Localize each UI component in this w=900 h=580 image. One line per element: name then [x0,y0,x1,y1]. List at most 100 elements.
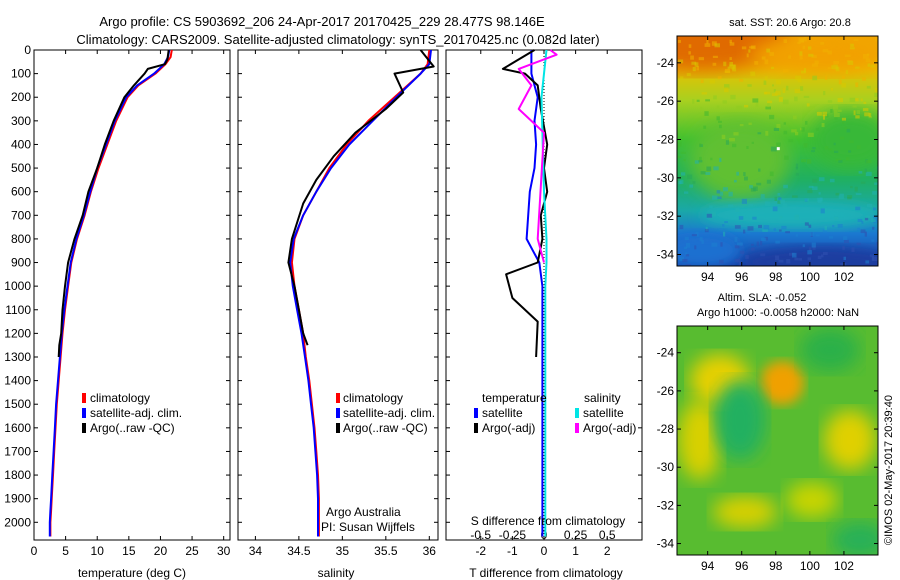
sst-speckle [839,136,845,140]
sst-speckle [783,184,788,189]
sst-speckle [782,203,788,208]
credit-text: ©IMOS 02-May-2017 20:39:40 [883,395,895,545]
sst-speckle [774,196,777,201]
sst-speckle [692,99,695,104]
sst-speckle [719,157,722,162]
sst-speckle [795,131,799,136]
sst-speckle [783,130,788,135]
sst-speckle [843,256,846,260]
sst-speckle [696,99,700,102]
x-tick-label: 100 [800,559,820,573]
sst-speckle [753,186,758,191]
series-line [48,49,171,537]
sst-speckle [730,94,736,100]
sst-speckle [791,129,797,133]
sst-speckle [818,177,825,182]
y-tick-label: -28 [657,422,675,436]
legend-label-climatology: climatology [90,391,150,405]
legend-label-satellite-adj: satellite-adj. clim. [343,406,435,420]
sst-speckle [683,246,687,249]
sst-speckle [845,70,849,75]
sla-map-title-line2: Argo h1000: -0.0058 h2000: NaN [697,307,859,319]
x-tick-label: 34 [249,544,263,558]
sst-speckle [677,145,680,149]
x-tick-label: 0 [31,544,38,558]
sst-speckle [857,227,860,231]
title-line2: Climatology: CARS2009. Satellite-adjuste… [76,32,599,47]
sst-speckle [783,39,787,43]
legend-swatch-climatology [336,393,340,403]
sst-speckle [688,51,691,55]
sst-speckle [692,181,696,184]
sst-speckle [684,191,689,194]
sst-speckle [805,120,808,125]
sst-speckle [782,99,789,105]
sst-speckle [866,85,871,89]
sst-speckle [838,193,844,199]
sst-speckle [875,57,878,60]
sst-speckle [807,257,812,261]
sst-cold-region [740,246,878,266]
sst-speckle [794,88,801,94]
sst-speckle [744,176,748,181]
x-tick-label: -2 [475,544,486,558]
sst-speckle [745,254,749,259]
sst-speckle [711,242,718,247]
sst-speckle [754,61,759,65]
sst-speckle [766,179,771,184]
sst-speckle [822,229,827,234]
sst-speckle [776,142,781,147]
sst-speckle [846,128,851,133]
temperature-legend: climatology satellite-adj. clim. Argo(..… [82,391,182,435]
sst-speckle [873,207,877,211]
temperature-x-ticks: 0 5 10 15 20 25 30 [31,50,231,558]
x-tick-label: 102 [834,270,854,284]
salinity-x-ticks: 34 34.5 35 35.5 36 [249,50,436,558]
y-tick-label: 1900 [4,492,31,506]
series-line [525,50,544,537]
sst-speckle [767,100,773,104]
sst-speckle [741,46,747,50]
sst-speckle [739,250,745,254]
sst-speckle [811,150,815,153]
sst-speckle [770,146,777,152]
sst-speckle [778,197,782,201]
sst-speckle [781,225,787,230]
sst-speckle [838,79,842,85]
sst-speckle [804,198,809,202]
sst-speckle [833,64,838,70]
sst-speckle [845,157,850,161]
y-tick-label: 400 [11,137,31,151]
y-tick-label: 1700 [4,444,31,458]
sst-speckle [824,146,829,150]
sst-speckle [746,229,751,234]
sst-speckle [751,141,754,144]
sst-speckle [762,229,768,232]
sst-speckle [822,111,828,117]
x-tick-label: 98 [769,559,783,573]
sst-speckle [792,252,797,258]
sst-speckle [744,104,749,108]
legend-swatch-s-argo [575,423,579,433]
sst-speckle [843,239,849,243]
sla-map-panel: Altim. SLA: -0.052 Argo h1000: -0.0058 h… [657,292,879,573]
sst-speckle [739,79,744,82]
sst-speckle [795,172,800,176]
sst-speckle [835,158,842,161]
sst-speckle [865,160,872,164]
sst-speckle [700,79,704,84]
sst-speckle [860,98,863,102]
sla-low-region [714,380,766,460]
y-tick-label: -30 [657,460,675,474]
sst-speckle [716,105,720,109]
y-tick-label: 1400 [4,374,31,388]
series-line [287,49,435,346]
legend-swatch-satellite-adj [336,408,340,418]
sst-speckle [820,42,825,45]
sst-speckle [823,91,826,96]
sst-speckle [855,193,862,196]
sst-speckle [778,259,784,263]
salinity-xlabel: salinity [318,566,355,580]
sst-speckle [811,55,817,58]
